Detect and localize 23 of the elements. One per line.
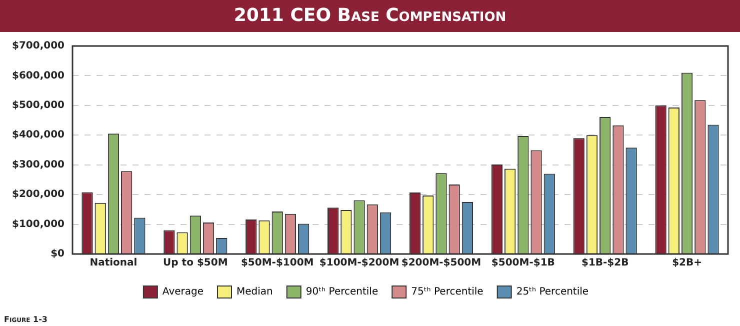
caption: Figure 1-3 (4, 315, 48, 324)
y-tick-label: $400,000 (12, 130, 65, 141)
x-tick-label: National (90, 258, 138, 269)
x-tick-label: $500M-$1B (491, 258, 555, 269)
x-tick-label: $50M-$100M (240, 258, 314, 269)
legend-label: Median (236, 286, 273, 298)
x-tick-label: $200M-$500M (401, 258, 482, 269)
y-tick-label: $300,000 (12, 159, 65, 170)
chart-title: 2011 CEO Base Compensation (0, 0, 740, 32)
legend-label: 75ᵗʰ Percentile (411, 286, 484, 298)
y-tick-label: $100,000 (12, 218, 65, 230)
y-tick-label: $600,000 (12, 70, 65, 82)
y-tick-label: $500,000 (12, 100, 65, 112)
legend-label: 25ᵗʰ Percentile (516, 286, 589, 298)
y-tick-label: $700,000 (12, 40, 65, 52)
legend-label: Average (162, 286, 204, 298)
x-tick-label: $100M-$200M (319, 258, 400, 269)
x-tick-label: $1B-$2B (581, 258, 629, 269)
y-tick-label: $0 (50, 248, 65, 260)
x-tick-label: Up to $50M (163, 258, 228, 269)
legend-label: 90ᵗʰ Percentile (306, 286, 378, 298)
x-tick-label: $2B+ (672, 258, 702, 269)
y-tick-label: $200,000 (12, 189, 65, 200)
